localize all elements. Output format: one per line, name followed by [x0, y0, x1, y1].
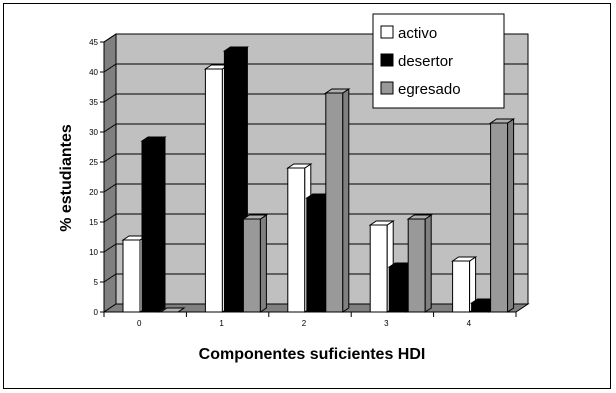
- bar-activo: [450, 256, 478, 313]
- gridline-side: [103, 183, 117, 193]
- y-tick-label: 20: [89, 188, 98, 197]
- bar-front: [223, 50, 242, 313]
- y-axis-title: % estudiantes: [58, 124, 75, 232]
- legend-label: activo: [398, 25, 437, 42]
- bar-top: [406, 214, 433, 220]
- bar-egresado: [241, 214, 269, 313]
- gridline-side: [103, 153, 117, 163]
- gridline-side: [103, 273, 117, 283]
- y-tick-label: 40: [89, 68, 98, 77]
- x-tick-label: 4: [467, 319, 472, 328]
- y-tick-label: 30: [89, 128, 98, 137]
- x-axis-title: Componentes suficientes HDI: [199, 346, 426, 363]
- legend-box: [372, 13, 505, 109]
- x-tick-label: 3: [384, 319, 389, 328]
- x-tick-label: 1: [219, 319, 224, 328]
- bar-side: [259, 214, 267, 313]
- bar-top: [450, 256, 478, 262]
- y-tick-label: 15: [89, 218, 98, 227]
- bar-side: [342, 88, 350, 313]
- bar-top: [488, 118, 516, 124]
- gridline-side: [103, 243, 117, 253]
- bar-front: [452, 260, 471, 313]
- gridline-side: [103, 63, 117, 73]
- bar-front: [471, 302, 490, 313]
- bar-side: [424, 214, 432, 313]
- bar-front: [407, 218, 426, 313]
- bar-front: [306, 197, 325, 313]
- y-tick-label: 25: [89, 158, 98, 167]
- y-tick-label: 0: [94, 308, 99, 317]
- bar-top: [241, 214, 269, 220]
- bar-front: [204, 68, 223, 313]
- side-wall: [103, 33, 117, 313]
- bars: [121, 46, 516, 313]
- y-tick-label: 5: [94, 278, 99, 287]
- x-tick-labels: 0 1 2 3 4: [137, 319, 472, 328]
- bar-top: [140, 136, 167, 142]
- y-tick-label: 45: [89, 38, 98, 47]
- y-tick-label: 35: [89, 98, 98, 107]
- bar-side: [507, 118, 515, 313]
- bar-egresado: [324, 88, 351, 313]
- bar-desertor: [140, 136, 167, 313]
- bar-front: [242, 218, 261, 313]
- bar-front: [325, 92, 344, 313]
- gridline-side: [103, 93, 117, 103]
- legend: activo desertor egresado: [372, 13, 505, 109]
- bar-top: [368, 220, 395, 226]
- gridline-side: [103, 213, 117, 223]
- y-tick-labels: 0 5 10 15 20 25 30 35 40 45: [89, 38, 98, 317]
- bar-front: [490, 122, 509, 313]
- gridline-side: [103, 33, 117, 43]
- bar-egresado: [406, 214, 433, 313]
- legend-label: egresado: [398, 81, 461, 98]
- axes: [100, 41, 517, 317]
- bar-front: [141, 140, 160, 313]
- bar-front: [122, 239, 141, 313]
- y-tick-label: 10: [89, 248, 98, 257]
- legend-swatch: [380, 81, 394, 95]
- bar-side: [158, 136, 166, 313]
- x-tick-label: 2: [302, 319, 307, 328]
- legend-swatch: [380, 53, 394, 67]
- bar-front: [369, 224, 388, 313]
- bar-top: [286, 163, 313, 169]
- x-tick-label: 0: [137, 319, 142, 328]
- bar-top: [324, 88, 351, 94]
- bar-front: [388, 266, 407, 313]
- gridline-side: [103, 123, 117, 133]
- legend-label: desertor: [398, 53, 453, 70]
- bar-front: [287, 167, 306, 313]
- bar-egresado: [488, 118, 516, 313]
- legend-swatch: [380, 25, 394, 39]
- bar-top: [222, 46, 250, 52]
